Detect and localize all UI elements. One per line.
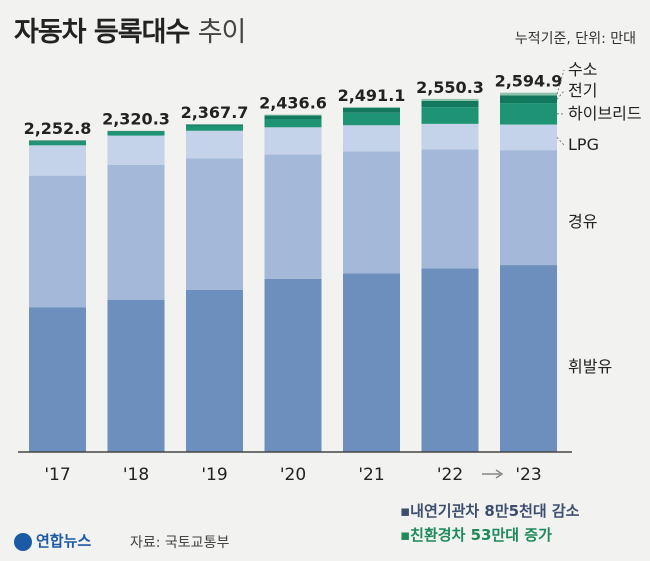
bar-segment-hybrid xyxy=(500,103,557,125)
total-label: 2,252.8 xyxy=(24,119,92,138)
footnote-ice-decrease: ▪내연기관차 8만5천대 감소 xyxy=(400,502,580,520)
source-note: 자료: 국토교통부 xyxy=(130,535,230,551)
bar-segment-electric xyxy=(186,124,243,126)
bar-segment-hydrogen xyxy=(421,98,479,101)
leader-line-hydrogen xyxy=(556,69,565,95)
bar-segment-electric xyxy=(264,115,322,119)
bar-segment-lpg xyxy=(500,124,557,151)
bar-segment-electric xyxy=(500,95,557,104)
bar-segment-hydrogen xyxy=(29,140,86,141)
bar-segment-hybrid xyxy=(343,112,400,126)
trend-arrow-head xyxy=(495,469,504,479)
total-label: 2,491.1 xyxy=(338,86,406,105)
x-tick-label: '17 xyxy=(44,465,70,485)
bar-segment-hydrogen xyxy=(264,114,322,116)
leader-line-lpg xyxy=(556,137,565,146)
bar-segment-lpg xyxy=(186,130,243,159)
bar-segment-diesel xyxy=(264,154,322,279)
bar-segment-diesel xyxy=(421,149,479,269)
x-tick-label: '23 xyxy=(515,465,541,485)
x-tick-label: '21 xyxy=(358,465,384,485)
leader-line-electric xyxy=(556,90,565,100)
bar-segment-diesel xyxy=(186,158,243,290)
series-label-diesel: 경유 xyxy=(568,212,597,231)
bar-segment-hybrid xyxy=(107,131,165,136)
total-label: 2,436.6 xyxy=(259,94,327,113)
bar-segment-electric xyxy=(421,101,479,108)
series-label-hybrid: 하이브리드 xyxy=(568,104,642,123)
x-tick-label: '19 xyxy=(201,465,227,485)
total-label: 2,320.3 xyxy=(102,110,170,129)
bar-segment-diesel xyxy=(29,175,86,308)
bar-segment-gasoline xyxy=(29,307,86,452)
bar-segment-gasoline xyxy=(421,268,479,452)
series-label-hydrogen: 수소 xyxy=(568,60,597,79)
series-label-gasoline: 휘발유 xyxy=(568,357,612,376)
bar-segment-gasoline xyxy=(343,273,400,452)
x-tick-label: '20 xyxy=(280,465,306,485)
bar-segment-gasoline xyxy=(500,265,557,452)
total-label: 2,594.9 xyxy=(495,72,563,91)
bar-segment-hybrid xyxy=(264,119,322,128)
bar-segment-diesel xyxy=(500,150,557,266)
chart-title-main: 자동차 등록대수 xyxy=(14,17,190,48)
chart-title-sub: 추이 xyxy=(197,17,247,48)
yonhap-logo: 연합뉴스 xyxy=(14,530,91,551)
bar-segment-lpg xyxy=(343,125,400,152)
bar-segment-gasoline xyxy=(264,278,322,452)
bar-segment-hydrogen xyxy=(500,92,557,96)
bar-segment-hybrid xyxy=(29,141,86,146)
bar-segment-hybrid xyxy=(186,125,243,131)
series-label-lpg: LPG xyxy=(568,135,599,154)
bar-segment-electric xyxy=(343,107,400,113)
bar-segment-hybrid xyxy=(421,107,479,124)
yonhap-logo-icon xyxy=(14,532,32,551)
x-tick-label: '22 xyxy=(437,465,463,485)
logo-text: 연합뉴스 xyxy=(36,532,92,550)
bar-segment-lpg xyxy=(107,135,165,165)
bar-segment-gasoline xyxy=(107,299,165,452)
x-tick-label: '18 xyxy=(123,465,149,485)
bar-segment-electric xyxy=(29,140,86,142)
chart-title: 자동차 등록대수 추이 xyxy=(14,10,247,49)
bar-segment-hydrogen xyxy=(343,107,400,108)
bar-segment-diesel xyxy=(343,151,400,274)
bar-segment-gasoline xyxy=(186,290,243,452)
series-label-electric: 전기 xyxy=(568,81,597,100)
footnote-eco-increase: ▪친환경차 53만대 증가 xyxy=(400,526,552,544)
total-label: 2,550.3 xyxy=(416,78,484,97)
bar-segment-lpg xyxy=(29,145,86,176)
bar-segment-diesel xyxy=(107,164,165,300)
total-label: 2,367.7 xyxy=(181,103,249,122)
unit-note: 누적기준, 단위: 만대 xyxy=(514,31,636,47)
bar-segment-lpg xyxy=(264,127,322,155)
bar-segment-lpg xyxy=(421,123,479,150)
